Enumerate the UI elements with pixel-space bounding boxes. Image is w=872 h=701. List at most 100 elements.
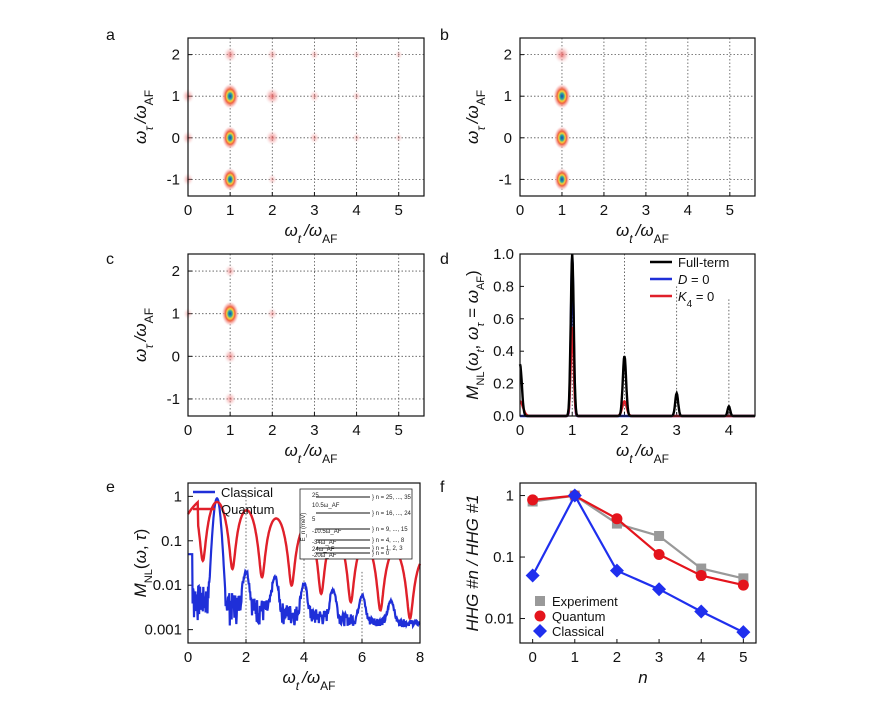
heatmap-spot [221, 300, 239, 327]
x-tick-label: 8 [416, 649, 424, 666]
y-tick-label: 0.01 [153, 577, 182, 594]
x-tick-label: 3 [655, 649, 663, 666]
series-line-classical [531, 493, 744, 634]
x-tick-label: 4 [725, 422, 733, 439]
heatmap-spot [267, 173, 278, 186]
data-point-quantum [653, 548, 665, 560]
inset-y-label: E_n (meV) [301, 513, 307, 542]
x-tick-label: 4 [300, 649, 308, 666]
energy-level-label: } n = 4, ..., 8 [372, 538, 405, 544]
legend-marker [535, 596, 545, 606]
energy-level-label: } n = 0 [372, 551, 390, 557]
y-tick-label: 1 [174, 488, 182, 505]
data-point-experiment [696, 563, 707, 574]
y-tick-label: -1 [167, 391, 180, 408]
heatmap-spot [264, 87, 281, 106]
plot-frame-c [187, 253, 425, 417]
x-axis-label-a: ωt/ωAF [285, 221, 338, 246]
panel-e: 0 2 4 6 8 0.001 0.01 0.1 1 Classical Quantum E_n (m… [131, 482, 424, 693]
heatmap-spot [553, 167, 571, 192]
y-tick-label: 1.0 [493, 246, 514, 263]
heatmap-spot [351, 132, 362, 144]
x-axis-label-c: ωt/ωAF [285, 441, 338, 466]
x-tick-label: 3 [672, 422, 680, 439]
inset-tick-label: 25 [312, 493, 319, 499]
series-line-d---0 [520, 257, 755, 418]
x-tick-label: 4 [352, 202, 360, 219]
x-tick-label: 1 [568, 422, 576, 439]
y-tick-label: 0.0 [493, 408, 514, 425]
legend-entry: Classical [221, 485, 273, 500]
heatmap-spot [352, 49, 362, 61]
legend-entry: Classical [552, 624, 604, 639]
legend-marker [533, 624, 547, 638]
panel-label-b: b [440, 27, 449, 44]
heatmap-spot [394, 132, 404, 144]
x-tick-label: 2 [268, 422, 276, 439]
inset-tick-label: 5 [312, 517, 316, 523]
heatmap-spot [266, 48, 278, 62]
y-tick-label: 0.8 [493, 278, 514, 295]
energy-level-label: } n = 25, ..., 35 [372, 495, 412, 501]
y-tick-label: 0 [172, 348, 180, 365]
plot-frame-d [519, 253, 756, 417]
x-tick-label: 1 [226, 422, 234, 439]
plot-frame-b [519, 37, 756, 197]
data-point-quantum [611, 513, 623, 525]
y-tick-label: 1 [172, 306, 180, 323]
y-tick-label: -1 [499, 171, 512, 188]
panel-f: 0 1 2 3 4 5 0.01 0.1 1 ExperimentQuantumClassical… [463, 482, 757, 687]
y-tick-label: 0.01 [485, 611, 514, 628]
heatmap-spot [553, 125, 571, 150]
y-axis-label-e: MNL(ω, τ) [131, 529, 155, 598]
plot-frame-a [187, 37, 425, 197]
plot-frame-f [519, 482, 757, 644]
series-line-full-term [518, 253, 755, 418]
x-tick-label: 5 [395, 422, 403, 439]
heatmap-spot [221, 125, 239, 150]
y-tick-label: 0.1 [493, 549, 514, 566]
x-tick-label: 2 [268, 202, 276, 219]
heatmap-spot [223, 348, 237, 365]
inset-tick-label: -10.5ω_AF [312, 529, 342, 535]
heatmap-spot [224, 264, 237, 279]
y-tick-label: 2 [504, 47, 512, 64]
legend-entry: D = 0 [678, 272, 709, 287]
heatmap-spot [552, 83, 571, 110]
inset-tick-label: -34ω_AF [312, 540, 337, 546]
x-tick-label: 3 [642, 202, 650, 219]
heatmap-spot [553, 45, 571, 65]
heatmap-spot [309, 48, 320, 61]
legend-entry: Quantum [552, 609, 605, 624]
y-tick-label: 1 [172, 88, 180, 105]
x-tick-label: 0 [528, 649, 536, 666]
x-tick-label: 0 [184, 649, 192, 666]
data-point-quantum [737, 579, 749, 591]
x-tick-label: 1 [226, 202, 234, 219]
y-tick-label: 0.6 [493, 311, 514, 328]
legend-marker [534, 610, 546, 622]
series-line-k4---0 [519, 326, 755, 418]
legend-entry: Full-term [678, 255, 729, 270]
x-axis-label-e: ωt/ωAF [283, 668, 336, 693]
y-tick-label: 1 [506, 488, 514, 505]
x-tick-label: 3 [310, 422, 318, 439]
data-point-classical [567, 488, 582, 503]
x-tick-label: 1 [558, 202, 566, 219]
legend-entry: Experiment [552, 594, 618, 609]
panel-label-f: f [440, 479, 445, 496]
panel-label-a: a [106, 27, 115, 44]
series-line-quantum [532, 494, 744, 587]
x-axis-label-f: n [638, 668, 647, 687]
x-tick-label: 0 [184, 422, 192, 439]
x-tick-label: 4 [697, 649, 705, 666]
data-point-classical [652, 582, 667, 597]
y-tick-label: 0.1 [161, 533, 182, 550]
energy-level-label: } n = 1, 2, 3 [372, 546, 403, 552]
x-tick-label: 0 [516, 202, 524, 219]
heatmap-spot [265, 129, 280, 146]
x-tick-label: 6 [358, 649, 366, 666]
y-tick-label: 0.2 [493, 376, 514, 393]
